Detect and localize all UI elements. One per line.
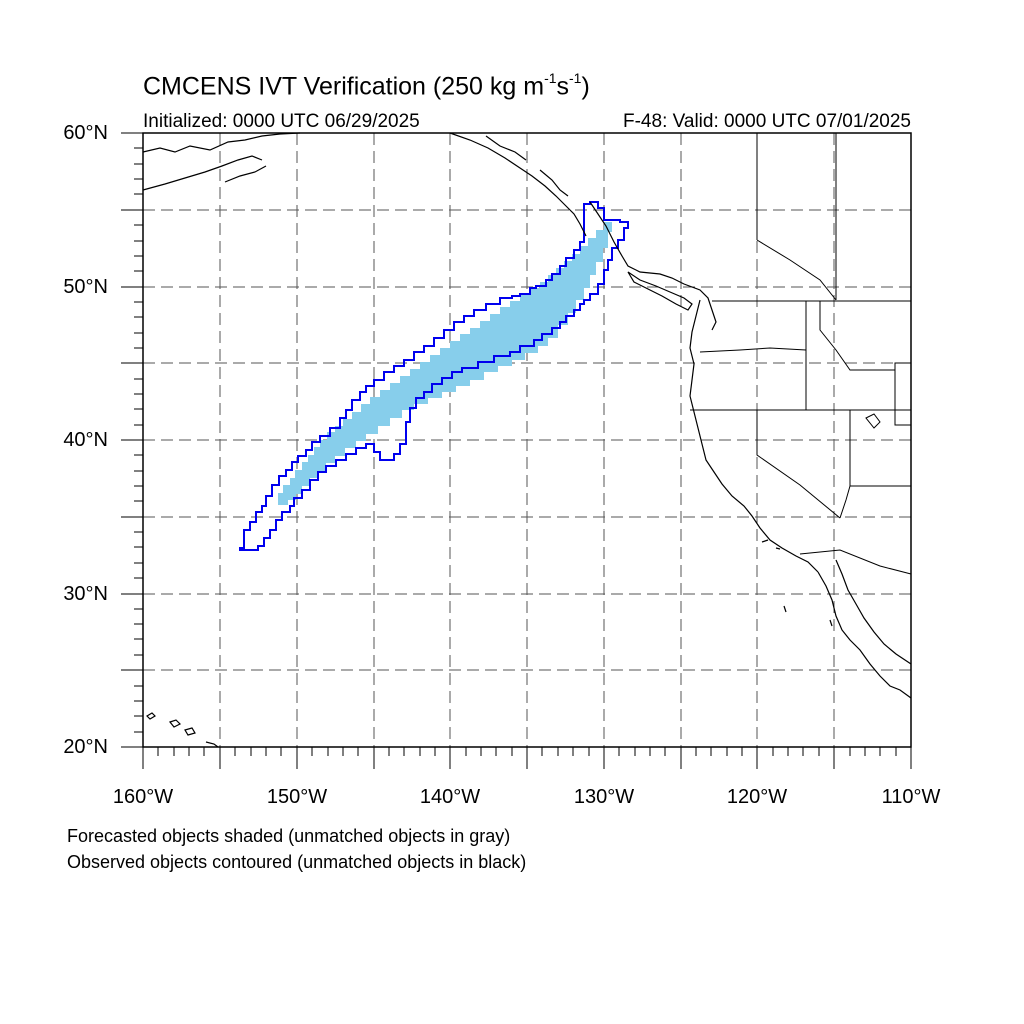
lon-label-160w: 160°W (112, 786, 174, 808)
observed-object-contour (239, 201, 629, 551)
valid-time: F-48: Valid: 0000 UTC 07/01/2025 (623, 111, 911, 132)
axis-ticks (121, 132, 912, 769)
lat-label-40: 40°N (63, 429, 108, 451)
map-title: CMCENS IVT Verification (250 kg m-1s-1) (143, 70, 590, 101)
lat-label-30: 30°N (63, 583, 108, 605)
coastlines (142, 132, 912, 748)
lat-label-20: 20°N (63, 736, 108, 758)
grid-lines (143, 133, 911, 747)
lon-label-150w: 150°W (266, 786, 328, 808)
forecast-object (278, 222, 612, 505)
lon-label-130w: 130°W (573, 786, 635, 808)
lat-label-50: 50°N (63, 276, 108, 298)
lat-label-60: 60°N (63, 122, 108, 144)
initialized-time: Initialized: 0000 UTC 06/29/2025 (143, 111, 420, 132)
political-boundaries (690, 133, 912, 575)
lon-label-110w: 110°W (881, 786, 941, 808)
lon-label-120w: 120°W (726, 786, 788, 808)
footnote-forecast: Forecasted objects shaded (unmatched obj… (67, 826, 511, 846)
footnote-observed: Observed objects contoured (unmatched ob… (67, 852, 527, 872)
lon-label-140w: 140°W (419, 786, 481, 808)
